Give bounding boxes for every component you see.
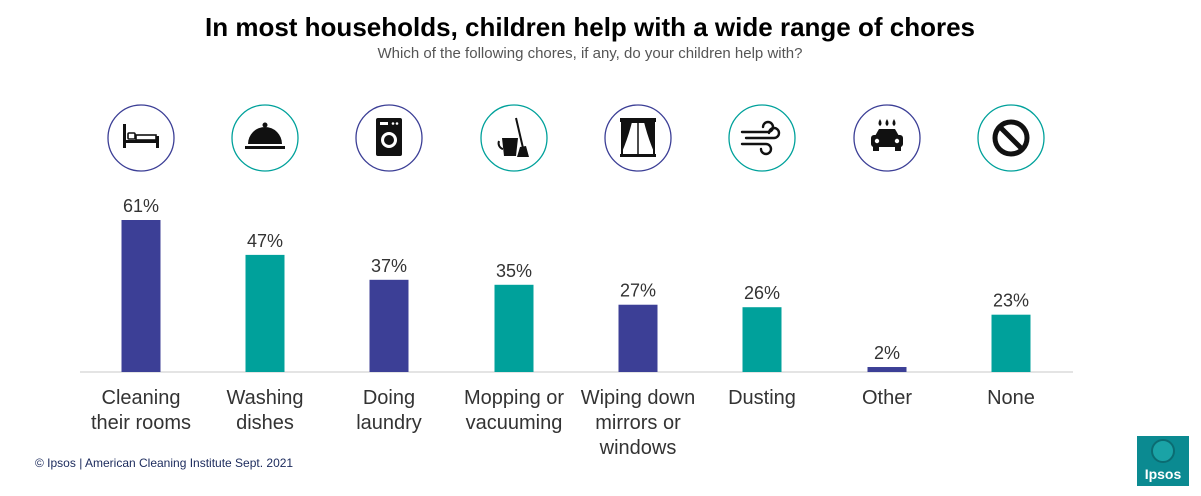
wind-icon [728, 104, 796, 172]
category-label: Other [862, 387, 912, 409]
bar [369, 279, 409, 372]
category-label: dishes [236, 412, 294, 434]
category-label: windows [599, 437, 677, 459]
source-footer: © Ipsos | American Cleaning Institute Se… [35, 456, 294, 470]
category-label: None [987, 387, 1035, 409]
ipsos-logo: Ipsos [1137, 436, 1189, 486]
bar [991, 314, 1031, 372]
category-label: laundry [356, 412, 422, 434]
value-label: 26% [744, 283, 780, 303]
bar [121, 220, 161, 372]
icon-ring [107, 104, 175, 172]
value-label: 61% [123, 196, 159, 216]
cloche-icon [231, 104, 299, 172]
value-label: 47% [247, 231, 283, 251]
category-label: Cleaning [102, 387, 181, 409]
bar [245, 254, 285, 372]
bed-icon [107, 104, 175, 172]
washing-machine-icon [355, 104, 423, 172]
category-label: Mopping or [464, 387, 564, 409]
bar [742, 307, 782, 372]
mop-bucket-icon [480, 104, 548, 172]
value-label: 27% [620, 281, 656, 301]
window-icon [604, 104, 672, 172]
logo-text: Ipsos [1144, 466, 1182, 482]
value-label: 35% [496, 261, 532, 281]
value-label: 23% [993, 291, 1029, 311]
car-wash-icon [853, 104, 921, 172]
category-label: their rooms [91, 412, 191, 434]
logo-mark-icon [1151, 439, 1175, 463]
category-label: mirrors or [595, 412, 681, 434]
category-label: Dusting [728, 387, 796, 409]
category-label: Washing [226, 387, 303, 409]
category-label: vacuuming [466, 412, 563, 434]
category-label: Wiping down [581, 387, 696, 409]
chart-subtitle: Which of the following chores, if any, d… [377, 45, 803, 62]
prohibited-icon [977, 104, 1045, 172]
value-label: 37% [371, 256, 407, 276]
bar [867, 367, 907, 372]
chart-title: In most households, children help with a… [205, 12, 975, 42]
bar [618, 304, 658, 372]
category-label: Doing [363, 387, 415, 409]
value-label: 2% [874, 343, 900, 363]
bar [494, 284, 534, 372]
